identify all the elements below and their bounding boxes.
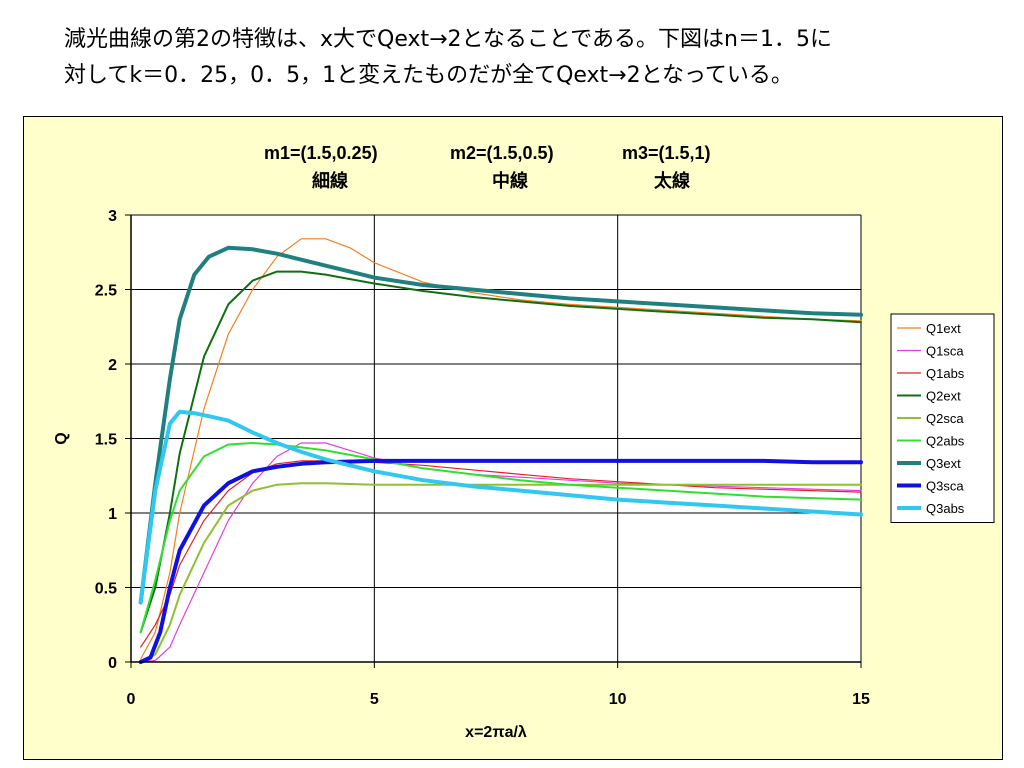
series-q3ext bbox=[138, 245, 863, 605]
legend-label: Q1ext bbox=[926, 321, 961, 336]
legend-label: Q3ext bbox=[926, 456, 961, 471]
title-text: m2=(1.5,0.5) bbox=[450, 143, 554, 163]
chart-svg: m1=(1.5,0.25) m2=(1.5,0.5) m3=(1.5,1) 細線 中線 太… bbox=[53, 143, 995, 741]
y-tick-label: 0.5 bbox=[95, 581, 117, 598]
y-tick-label: 1 bbox=[108, 506, 117, 523]
series-lines bbox=[138, 238, 863, 664]
legend-label: Q3abs bbox=[926, 501, 965, 516]
series-q3abs bbox=[138, 409, 863, 605]
title-text: 中線 bbox=[492, 170, 528, 191]
title-text: m1=(1.5,0.25) bbox=[264, 143, 378, 163]
x-tick-label: 10 bbox=[609, 691, 627, 708]
title-text: 細線 bbox=[312, 170, 348, 191]
legend-label: Q2sca bbox=[926, 411, 964, 426]
legend-label: Q1sca bbox=[926, 344, 964, 359]
series-q3sca bbox=[138, 458, 863, 664]
legend-label: Q2abs bbox=[926, 434, 965, 449]
y-tick-label: 2.5 bbox=[95, 283, 117, 300]
title-text: m3=(1.5,1) bbox=[622, 143, 711, 163]
legend-label: Q1abs bbox=[926, 366, 965, 381]
axes bbox=[125, 214, 862, 668]
gridlines bbox=[131, 214, 862, 662]
series-q2sca bbox=[139, 482, 862, 663]
axis-labels: x=2πa/λ Q bbox=[53, 432, 527, 741]
caption: 減光曲線の第2の特徴は、x大でQext→2となることである。下図はn＝1．5に … bbox=[64, 22, 1004, 94]
legend: Q1ext Q1sca Q1abs Q2ext Q2sca Q2abs Q3ext Q3sca… bbox=[890, 313, 995, 523]
y-tick-label: 2 bbox=[108, 357, 117, 374]
series-q1ext bbox=[140, 238, 862, 660]
x-tick-label: 5 bbox=[370, 691, 379, 708]
y-tick-label: 1.5 bbox=[95, 432, 117, 449]
x-tick-label: 15 bbox=[852, 691, 870, 708]
title-text: 太線 bbox=[654, 170, 690, 191]
x-axis-label: x=2πa/λ bbox=[465, 724, 527, 741]
tick-labels: 0 0.5 1 1.5 2 2.5 3 0 5 10 15 bbox=[95, 208, 870, 708]
legend-label: Q2ext bbox=[926, 389, 961, 404]
x-tick-label: 0 bbox=[127, 691, 136, 708]
chart-area: m1=(1.5,0.25) m2=(1.5,0.5) m3=(1.5,1) 細線 中線 太… bbox=[23, 116, 1003, 760]
chart-title: m1=(1.5,0.25) m2=(1.5,0.5) m3=(1.5,1) 細線 中線 太… bbox=[264, 143, 711, 191]
legend-label: Q3sca bbox=[926, 479, 964, 494]
caption-line-1: 減光曲線の第2の特徴は、x大でQext→2となることである。下図はn＝1．5に bbox=[64, 27, 832, 52]
series-q2ext bbox=[139, 270, 862, 634]
caption-line-2: 対してk＝0．25，0．5，1と変えたものだが全てQext→2となっている。 bbox=[64, 63, 793, 88]
y-tick-label: 3 bbox=[108, 208, 117, 225]
y-tick-label: 0 bbox=[108, 655, 117, 672]
y-axis-label: Q bbox=[53, 432, 70, 444]
